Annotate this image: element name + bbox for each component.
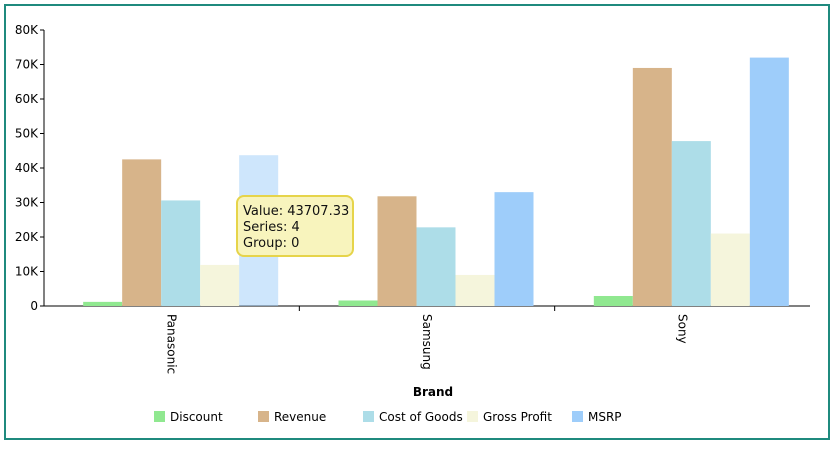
bar-chart: 0 10K 20K 30K 40K 50K 60K 70K 80K Panasonic Samsu… xyxy=(15,23,810,424)
bar-discount-panasonic[interactable] xyxy=(83,301,123,306)
bar-cost-of-goods-sony[interactable] xyxy=(671,141,711,306)
chart-frame: 0 10K 20K 30K 40K 50K 60K 70K 80K Panasonic Samsu… xyxy=(4,4,830,440)
legend-label[interactable]: MSRP xyxy=(588,410,622,424)
legend-label[interactable]: Cost of Goods xyxy=(379,410,463,424)
bar-cost-of-goods-panasonic[interactable] xyxy=(161,200,201,306)
legend-label[interactable]: Discount xyxy=(170,410,223,424)
bar-revenue-sony[interactable] xyxy=(632,67,672,306)
legend-swatch[interactable] xyxy=(467,411,478,422)
legend-swatch[interactable] xyxy=(154,411,165,422)
y-tick-label: 70K xyxy=(15,58,39,72)
legend-label[interactable]: Revenue xyxy=(274,410,326,424)
y-tick-label: 80K xyxy=(15,23,39,37)
bar-discount-samsung[interactable] xyxy=(338,300,378,306)
x-tick-label: Sony xyxy=(675,314,689,344)
y-tick-label: 10K xyxy=(15,265,39,279)
legend-swatch[interactable] xyxy=(258,411,269,422)
x-axis-labels: Panasonic Samsung Sony xyxy=(165,314,690,374)
bar-gross-profit-sony[interactable] xyxy=(710,233,750,306)
bar-gross-profit-panasonic[interactable] xyxy=(200,264,240,306)
x-tick-label: Panasonic xyxy=(165,314,179,374)
bar-cost-of-goods-samsung[interactable] xyxy=(416,227,456,306)
tooltip-line: Group: 0 xyxy=(243,236,299,251)
bar-revenue-panasonic[interactable] xyxy=(122,159,162,306)
y-tick-label: 50K xyxy=(15,127,39,141)
bar-msrp-samsung[interactable] xyxy=(494,192,534,306)
bars xyxy=(83,57,789,306)
y-tick-label: 30K xyxy=(15,196,39,210)
tooltip-line: Series: 4 xyxy=(243,220,300,235)
bar-revenue-samsung[interactable] xyxy=(377,196,417,306)
y-tick-label: 20K xyxy=(15,230,39,244)
legend-swatch[interactable] xyxy=(363,411,374,422)
legend: Discount Revenue Cost of Goods Gross Profit… xyxy=(154,410,622,424)
tooltip-box xyxy=(236,195,354,257)
x-tick-label: Samsung xyxy=(420,314,434,370)
x-axis-title: Brand xyxy=(413,385,453,399)
y-tick-label: 40K xyxy=(15,161,39,175)
y-tick-label: 0 xyxy=(30,299,38,313)
tooltip-line: Value: 43707.33 xyxy=(243,204,349,219)
bar-gross-profit-samsung[interactable] xyxy=(455,274,495,306)
bar-discount-sony[interactable] xyxy=(593,295,633,306)
y-tick-label: 60K xyxy=(15,92,39,106)
bar-msrp-sony[interactable] xyxy=(749,57,789,306)
legend-label[interactable]: Gross Profit xyxy=(483,410,552,424)
legend-swatch[interactable] xyxy=(572,411,583,422)
